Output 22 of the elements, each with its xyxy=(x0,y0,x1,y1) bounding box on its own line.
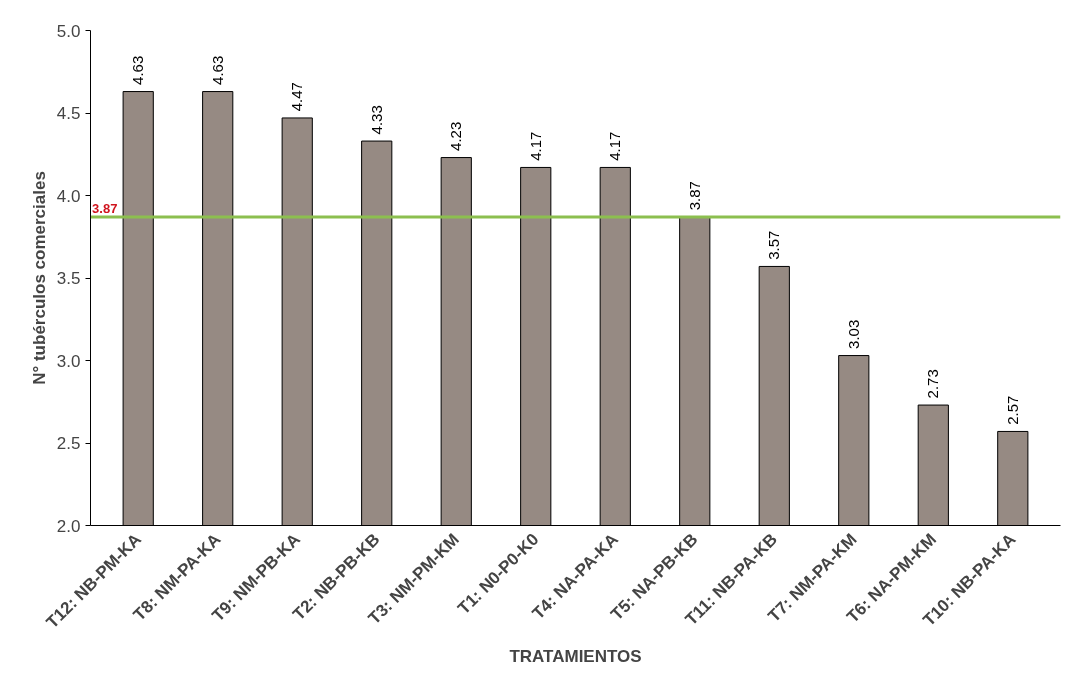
data-label: 4.23 xyxy=(447,121,465,151)
data-label: 4.47 xyxy=(288,82,306,112)
y-tick-label: 2.0 xyxy=(56,516,81,536)
y-tick-label: 4.0 xyxy=(56,186,81,206)
data-label: 4.17 xyxy=(606,131,624,161)
ref-line-label: 3.87 xyxy=(92,200,118,216)
data-label: 2.57 xyxy=(1003,395,1021,425)
data-label: 3.03 xyxy=(844,319,862,349)
y-tick-label: 3.0 xyxy=(56,351,81,371)
y-axis-title: N° tubérculos comerciales xyxy=(29,171,49,385)
y-tick-label: 4.5 xyxy=(56,104,81,123)
x-axis-title: TRATAMIENTOS xyxy=(509,646,642,666)
data-label: 4.17 xyxy=(526,131,544,161)
data-label: 3.57 xyxy=(765,230,783,260)
data-label: 4.63 xyxy=(208,55,226,85)
data-label: 4.33 xyxy=(367,105,385,135)
data-label: 4.63 xyxy=(129,55,147,85)
y-tick-label: 3.5 xyxy=(56,269,81,288)
y-tick-label: 5.0 xyxy=(56,21,81,41)
data-label: 2.73 xyxy=(924,369,942,399)
y-tick-label: 2.5 xyxy=(56,434,81,453)
data-label: 3.87 xyxy=(685,181,703,211)
